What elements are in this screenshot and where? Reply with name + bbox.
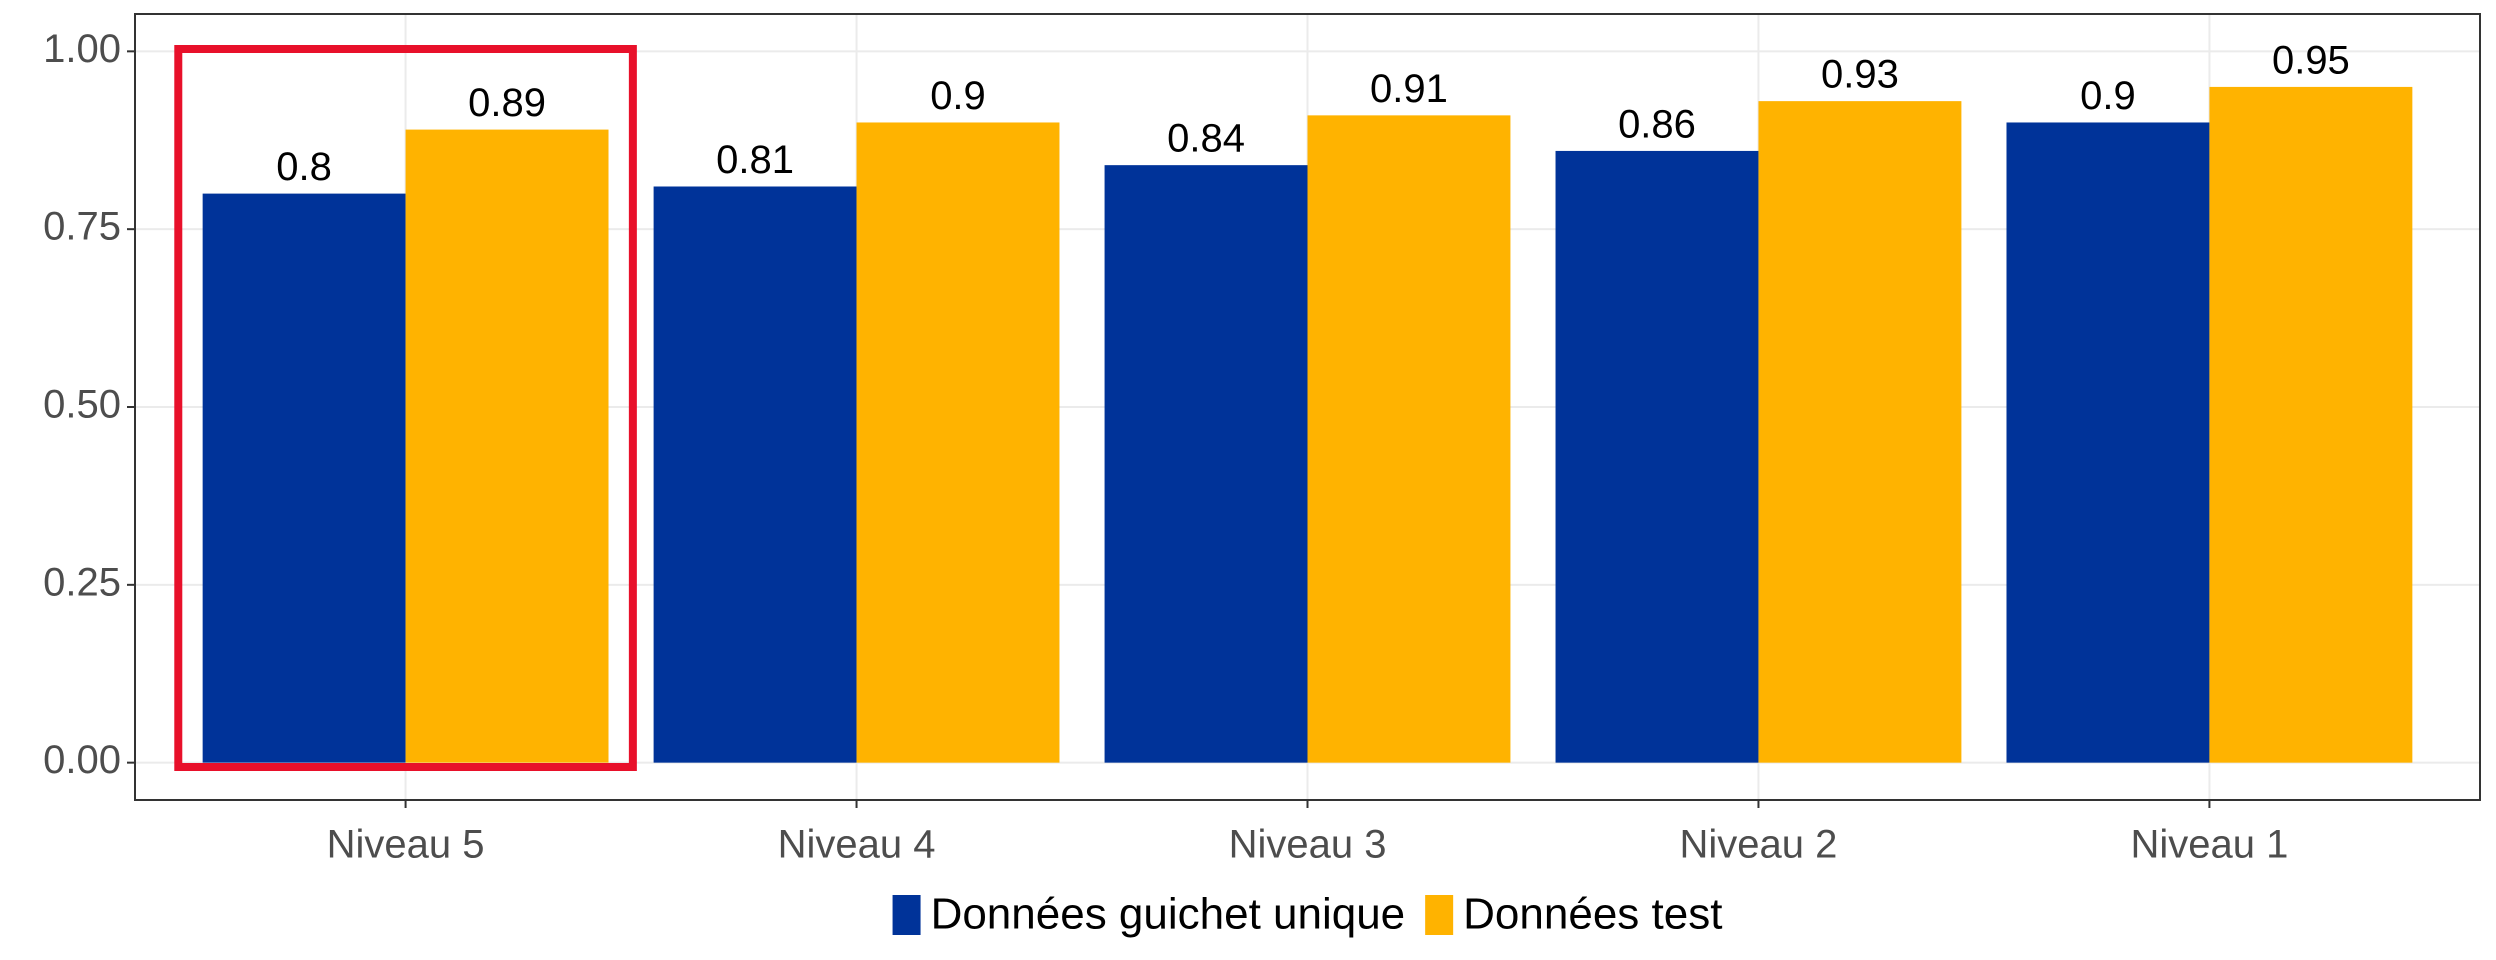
x-tick-label: Niveau 3 [1229, 823, 1387, 867]
x-tick-label: Niveau 4 [778, 823, 936, 867]
value-label: 0.86 [1618, 102, 1696, 146]
bar [2006, 122, 2210, 763]
x-tick-label: Niveau 5 [327, 823, 485, 867]
y-tick-label: 0.25 [43, 560, 121, 604]
bar [405, 129, 609, 763]
y-tick-label: 0.50 [43, 383, 121, 427]
value-label: 0.9 [930, 74, 986, 118]
value-label: 0.81 [716, 138, 794, 182]
bar [856, 122, 1060, 763]
bar [653, 186, 857, 763]
bar [1307, 115, 1511, 763]
panel-border [134, 13, 2481, 801]
bar [1758, 101, 1962, 763]
y-tick-label: 0.75 [43, 205, 121, 249]
bar [2209, 86, 2413, 763]
value-label: 0.91 [1370, 67, 1448, 111]
value-label: 0.9 [2080, 74, 2136, 118]
y-tick-label: 1.00 [43, 27, 121, 71]
value-label: 0.84 [1167, 117, 1245, 161]
x-tick-label: Niveau 2 [1680, 823, 1838, 867]
highlight-box [174, 45, 637, 771]
value-label: 0.89 [468, 81, 546, 125]
bar [1104, 165, 1308, 763]
value-label: 0.93 [1821, 53, 1899, 97]
bar [1555, 150, 1759, 763]
legend-label: Données test [1463, 890, 1722, 939]
value-label: 0.8 [276, 145, 332, 189]
x-tick-label: Niveau 1 [2130, 823, 2288, 867]
legend-label: Données guichet unique [931, 890, 1406, 939]
value-label: 0.95 [2272, 38, 2350, 82]
y-tick-label: 0.00 [43, 738, 121, 782]
legend-swatch [1425, 895, 1454, 935]
legend-swatch [892, 895, 921, 935]
bar [202, 193, 406, 763]
